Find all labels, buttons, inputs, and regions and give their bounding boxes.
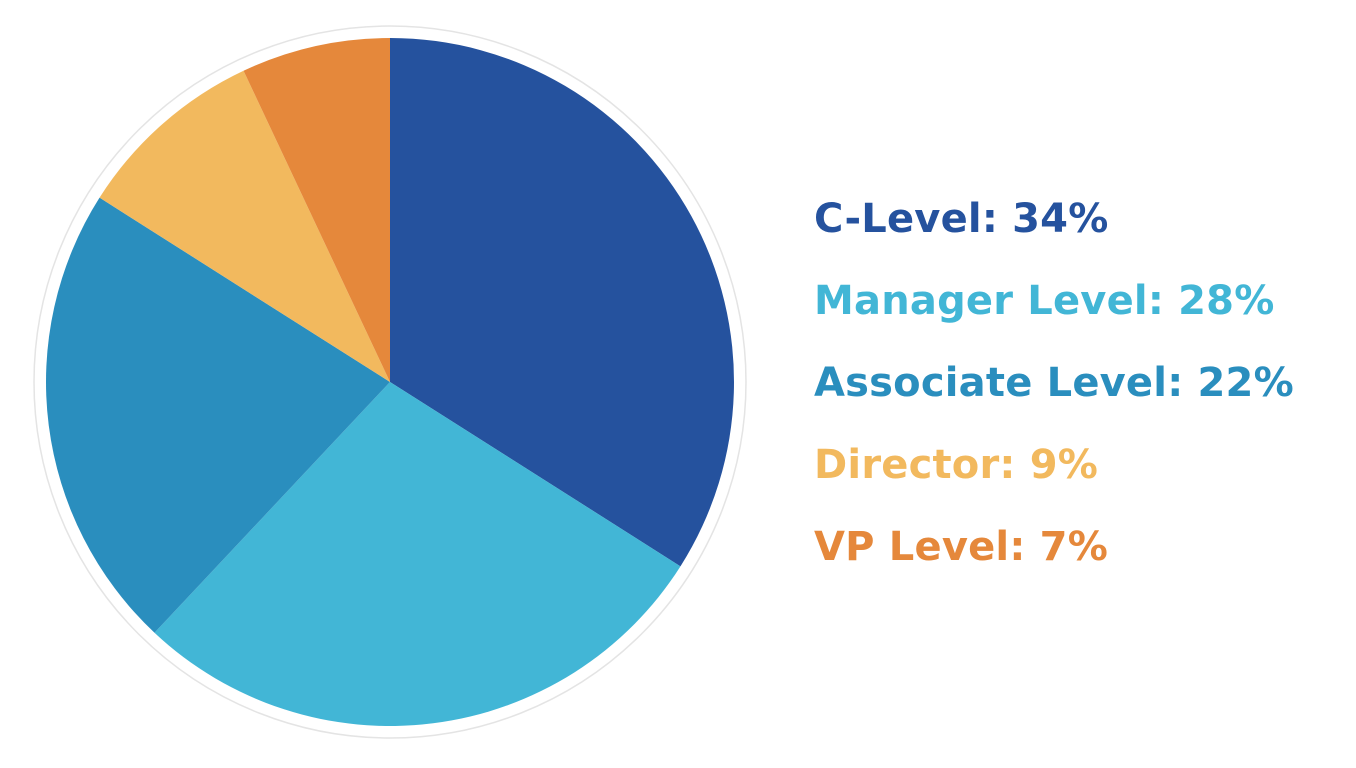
legend-separator: : — [1147, 278, 1179, 324]
legend-label: VP Level — [814, 524, 1010, 570]
legend-entry-c-level: C-Level: 34% — [814, 178, 1294, 260]
legend-label: Director — [814, 442, 1000, 488]
pie-slice-associate-level — [46, 197, 391, 633]
legend-entry-vp-level: VP Level: 7% — [814, 506, 1294, 588]
legend-entry-director: Director: 9% — [814, 424, 1294, 506]
legend-entry-associate-level: Associate Level: 22% — [814, 342, 1294, 424]
legend-value: 9% — [1029, 442, 1099, 488]
pie-chart-plot — [33, 25, 747, 739]
legend-value: 34% — [1012, 196, 1109, 242]
pie-slice-manager-level — [154, 382, 681, 726]
legend-entry-manager-level: Manager Level: 28% — [814, 260, 1294, 342]
legend-value: 7% — [1039, 524, 1108, 570]
pie-slice-c-level — [390, 38, 734, 567]
legend-separator: : — [981, 196, 1013, 242]
legend-label: C-Level — [814, 196, 982, 242]
legend-separator: : — [1167, 360, 1198, 406]
legend: C-Level: 34% Manager Level: 28% Associat… — [814, 178, 1294, 588]
legend-separator: : — [1009, 524, 1040, 570]
legend-value: 22% — [1197, 360, 1294, 406]
legend-label: Associate Level — [814, 360, 1168, 406]
legend-separator: : — [999, 442, 1030, 488]
legend-label: Manager Level — [814, 278, 1148, 324]
pie-slice-vp-level — [243, 38, 390, 382]
pie-slices — [46, 38, 734, 726]
legend-value: 28% — [1178, 278, 1275, 324]
pie-slice-director — [99, 70, 391, 383]
